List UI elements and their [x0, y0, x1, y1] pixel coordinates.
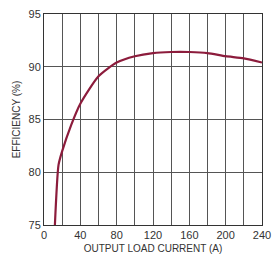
svg-text:75: 75: [29, 219, 41, 231]
svg-text:80: 80: [29, 166, 41, 178]
svg-text:120: 120: [144, 229, 162, 241]
svg-text:OUTPUT LOAD CURRENT (A): OUTPUT LOAD CURRENT (A): [84, 243, 223, 254]
svg-text:160: 160: [180, 229, 198, 241]
svg-text:80: 80: [111, 229, 123, 241]
svg-text:40: 40: [74, 229, 86, 241]
svg-text:90: 90: [29, 61, 41, 73]
svg-text:85: 85: [29, 113, 41, 125]
svg-text:200: 200: [216, 229, 234, 241]
svg-text:240: 240: [253, 229, 271, 241]
svg-text:EFFICIENCY (%): EFFICIENCY (%): [11, 81, 22, 159]
svg-text:95: 95: [29, 8, 41, 20]
svg-text:0: 0: [41, 229, 47, 241]
